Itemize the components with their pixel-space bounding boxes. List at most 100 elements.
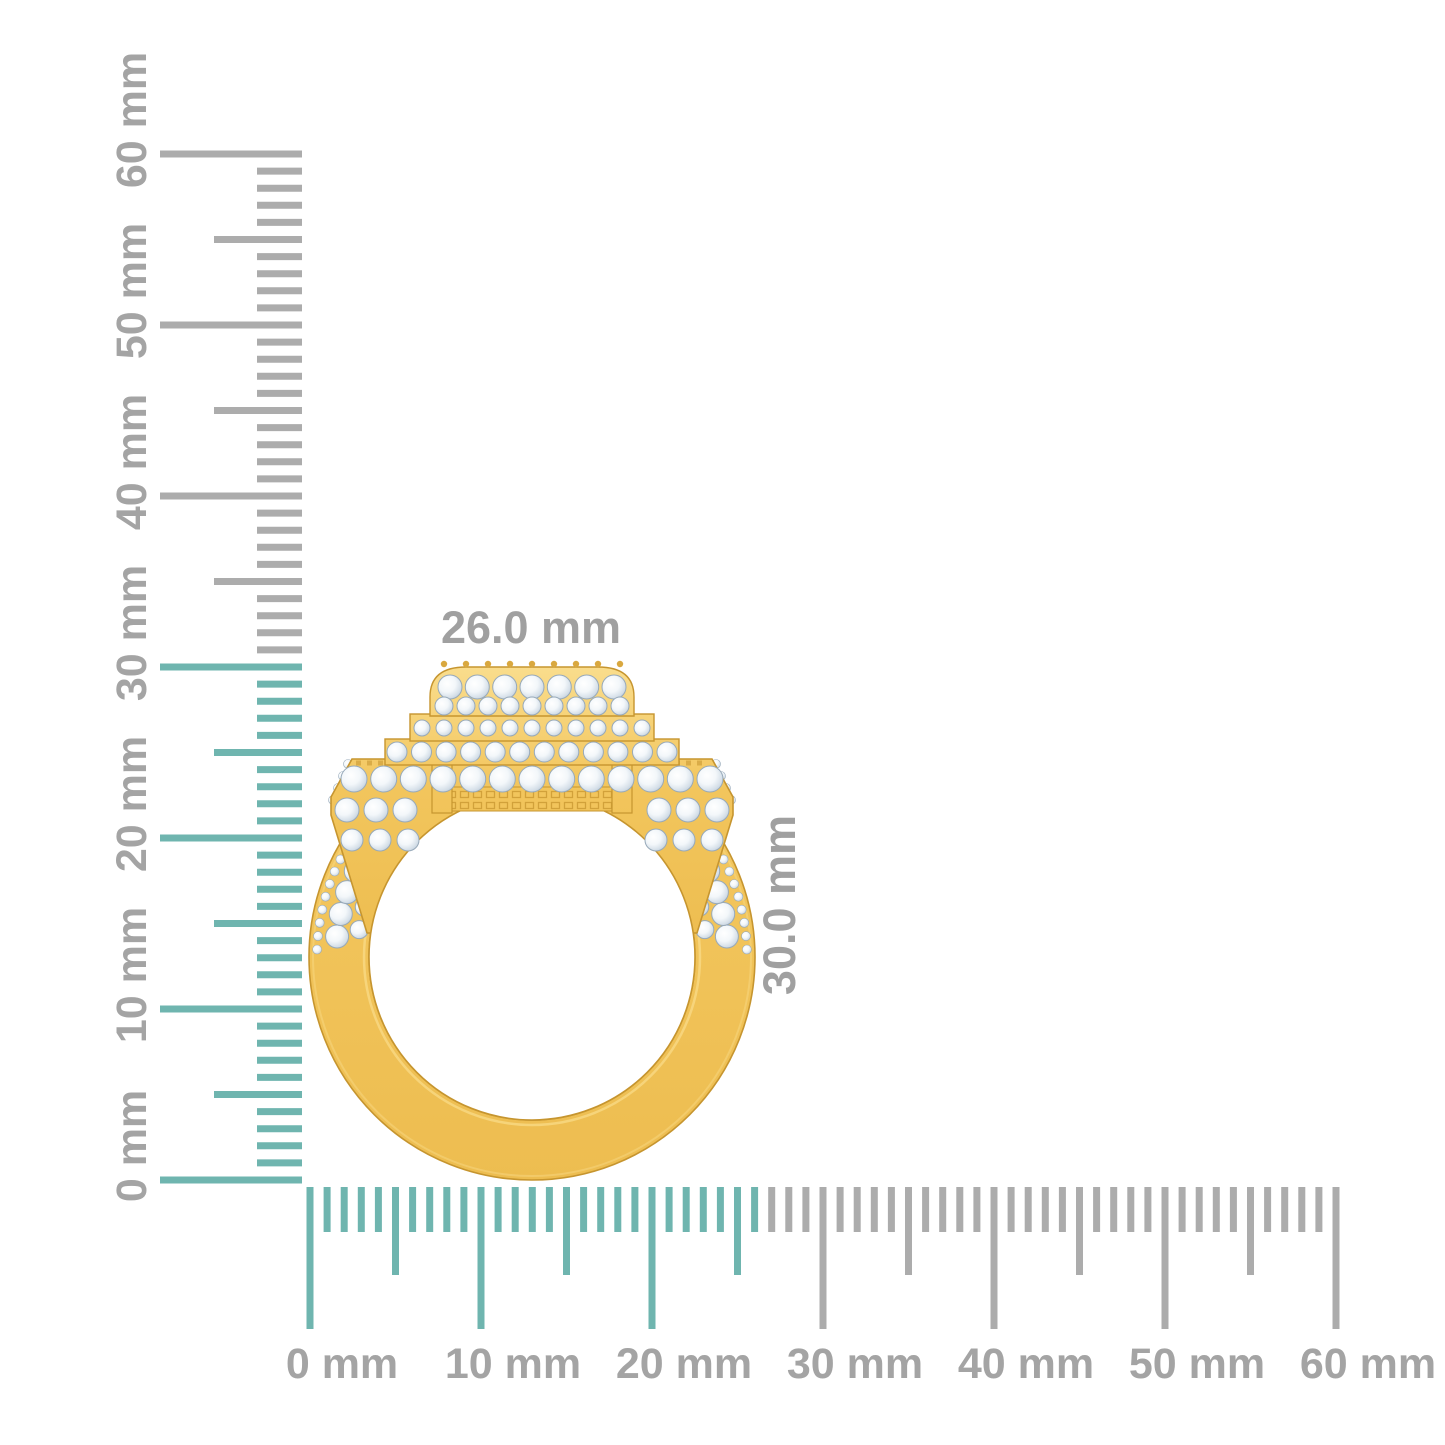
- diamond: [729, 879, 740, 889]
- diamond: [589, 719, 607, 737]
- diamond: [545, 719, 563, 737]
- diamond: [363, 797, 389, 823]
- diamond: [574, 674, 600, 700]
- diamond: [696, 765, 724, 793]
- diamond: [523, 719, 541, 737]
- diamond: [711, 902, 736, 926]
- diamond: [340, 828, 364, 852]
- v-ruler-label: 20 mm: [108, 736, 156, 872]
- height-dimension-label: 30.0 mm: [754, 815, 805, 995]
- diamond: [457, 719, 475, 737]
- diamond: [646, 797, 672, 823]
- diamond: [314, 917, 325, 928]
- diamond: [567, 719, 585, 737]
- diamond: [488, 765, 516, 793]
- diamond: [724, 866, 735, 877]
- h-ruler-label: 60 mm: [1300, 1340, 1436, 1388]
- diamond: [429, 765, 457, 793]
- diamond: [518, 765, 546, 793]
- diamond: [392, 797, 418, 823]
- h-ruler-label: 0 mm: [286, 1340, 398, 1388]
- diamond: [675, 797, 701, 823]
- h-ruler-label: 40 mm: [958, 1340, 1094, 1388]
- diamond: [411, 741, 432, 763]
- diamond: [478, 696, 498, 716]
- h-ruler-label: 50 mm: [1129, 1340, 1265, 1388]
- diamond: [460, 741, 482, 763]
- diamond: [329, 866, 340, 877]
- diamond: [656, 741, 678, 763]
- diamond: [334, 797, 360, 823]
- diamond: [607, 741, 629, 763]
- diamond: [610, 696, 630, 716]
- diamond: [558, 741, 580, 763]
- diamond: [509, 741, 531, 763]
- prong-dot: [462, 660, 470, 668]
- diamond: [633, 719, 651, 737]
- prong-dot: [550, 660, 558, 668]
- prong-dot: [594, 660, 602, 668]
- diamond: [644, 828, 668, 852]
- diamond: [399, 765, 427, 793]
- diamond: [607, 765, 635, 793]
- diamond: [672, 828, 696, 852]
- diamond: [484, 741, 506, 763]
- diamond: [325, 924, 350, 949]
- diamond: [435, 719, 453, 737]
- v-ruler-label: 10 mm: [108, 907, 156, 1043]
- h-ruler-label: 20 mm: [616, 1340, 752, 1388]
- diamond: [544, 696, 564, 716]
- diamond: [704, 797, 730, 823]
- h-ruler-label: 10 mm: [445, 1340, 581, 1388]
- diamond: [714, 924, 739, 949]
- prong-dot: [506, 660, 514, 668]
- ring-image: [308, 660, 756, 1181]
- prong-dot: [528, 660, 536, 668]
- diamond: [588, 696, 608, 716]
- diamond: [666, 765, 694, 793]
- diamond: [459, 765, 487, 793]
- diamond: [313, 931, 323, 941]
- diamond: [577, 765, 605, 793]
- diamond: [519, 674, 545, 700]
- diamond: [368, 828, 392, 852]
- diamond: [437, 674, 463, 700]
- diamond: [328, 902, 353, 926]
- diamond: [317, 904, 328, 915]
- diamond: [435, 741, 457, 763]
- diamond: [700, 828, 724, 852]
- diamond: [500, 696, 520, 716]
- diamond: [370, 765, 398, 793]
- diamond: [324, 879, 335, 889]
- diamond: [522, 696, 542, 716]
- diamond: [632, 741, 653, 763]
- prong-dot: [572, 660, 580, 668]
- diamond: [501, 719, 519, 737]
- diamond: [386, 741, 408, 763]
- prong-dot: [440, 660, 448, 668]
- diamond: [312, 944, 322, 955]
- prong-dot: [616, 660, 624, 668]
- diamond: [742, 944, 752, 955]
- diamond: [413, 719, 431, 737]
- width-dimension-label: 26.0 mm: [441, 602, 621, 653]
- diamond: [741, 931, 751, 941]
- prong-dots: [440, 660, 624, 668]
- diamond: [548, 765, 576, 793]
- diamond: [611, 719, 629, 737]
- head-stones: [334, 674, 730, 852]
- diamond: [464, 674, 490, 700]
- diamond: [566, 696, 586, 716]
- diamond: [396, 828, 420, 852]
- diamond: [434, 696, 454, 716]
- diamond: [456, 696, 476, 716]
- diamond: [479, 719, 497, 737]
- diamond: [492, 674, 518, 700]
- diamond: [637, 765, 665, 793]
- diamond: [736, 904, 747, 915]
- ring-head-tier3: [384, 738, 680, 766]
- diamond: [601, 674, 627, 700]
- horizontal-ruler: 0 mm 10 mm 20 mm 30 mm 40 mm 50 mm 60 mm: [286, 1187, 1436, 1388]
